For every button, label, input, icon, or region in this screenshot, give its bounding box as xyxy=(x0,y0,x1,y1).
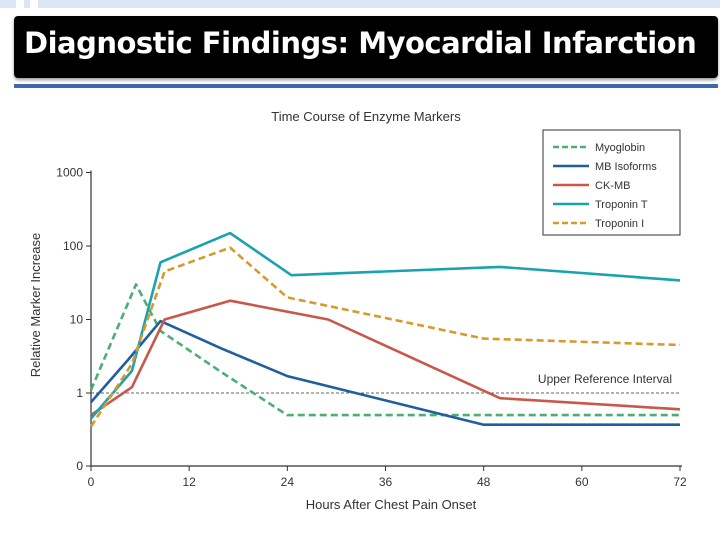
x-axis-label: Hours After Chest Pain Onset xyxy=(306,497,477,512)
y-tick-label: 0 xyxy=(76,459,83,473)
legend-label: Troponin T xyxy=(595,199,648,211)
title-bar: Diagnostic Findings: Myocardial Infarcti… xyxy=(14,16,718,78)
decor-square xyxy=(16,0,24,8)
x-tick-label: 12 xyxy=(182,475,196,489)
y-tick-label: 100 xyxy=(63,239,83,253)
axes: 0 12 24 36 48 60 72 0 1 10 100 1000 xyxy=(56,166,687,490)
x-tick-label: 24 xyxy=(281,475,295,489)
top-decor-strip xyxy=(0,0,720,8)
legend: Myoglobin MB Isoforms CK-MB Troponin T Tropo… xyxy=(542,129,681,236)
reference-line-group: Upper Reference Interval xyxy=(91,372,680,394)
legend-label: Myoglobin xyxy=(595,142,645,154)
decor-square xyxy=(30,0,38,8)
enzyme-marker-chart: Time Course of Enzyme Markers Hours Afte… xyxy=(28,109,687,512)
x-tick-label: 36 xyxy=(379,475,393,489)
x-tick-label: 0 xyxy=(88,475,95,489)
reference-line-label: Upper Reference Interval xyxy=(538,372,672,386)
title-accent-line xyxy=(14,84,718,88)
chart-title: Time Course of Enzyme Markers xyxy=(271,109,461,124)
y-tick-label: 10 xyxy=(70,313,84,327)
series-line-ck-mb xyxy=(90,299,681,417)
legend-label: MB Isoforms xyxy=(595,161,657,173)
x-tick-label: 72 xyxy=(673,475,687,489)
y-tick-label: 1000 xyxy=(56,166,83,180)
series-line-troponin-i xyxy=(89,246,681,428)
legend-label: Troponin I xyxy=(595,218,644,230)
series-line-mb-isoforms xyxy=(90,319,680,427)
chart-container: Time Course of Enzyme Markers Hours Afte… xyxy=(0,95,720,540)
slide-title: Diagnostic Findings: Myocardial Infarcti… xyxy=(24,26,697,60)
series-line-troponin-t xyxy=(90,231,681,420)
x-tick-label: 60 xyxy=(575,475,589,489)
series-line-myoglobin xyxy=(89,283,680,417)
legend-label: CK-MB xyxy=(595,180,630,192)
series-group xyxy=(89,231,681,428)
x-tick-label: 48 xyxy=(477,475,491,489)
y-axis-label: Relative Marker Increase xyxy=(28,233,43,378)
y-tick-label: 1 xyxy=(76,386,83,400)
